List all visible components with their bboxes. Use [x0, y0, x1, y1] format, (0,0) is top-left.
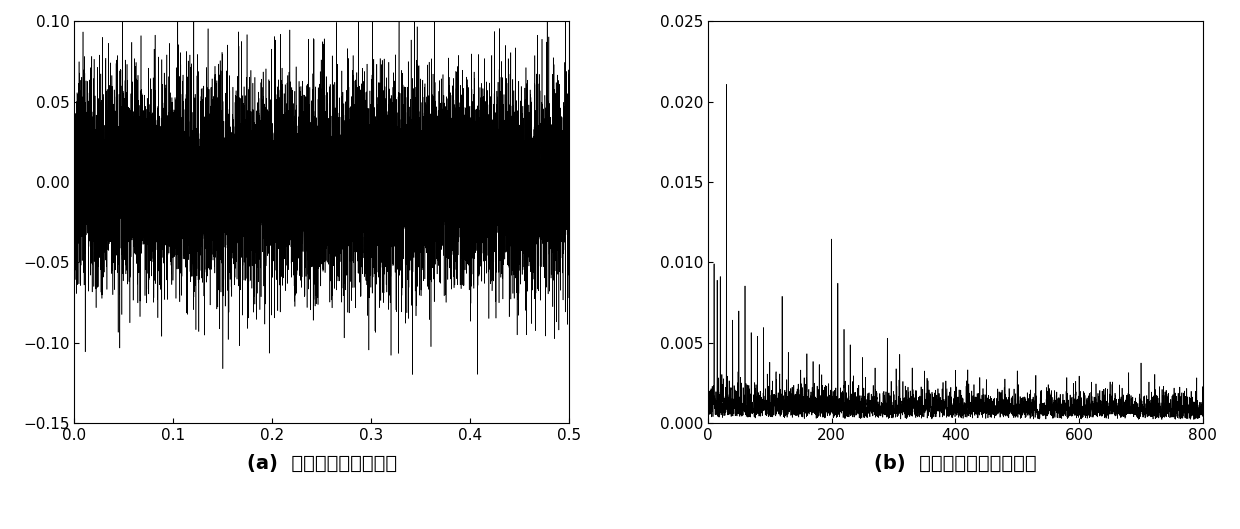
X-axis label: (b)  外圈原始信号包络谱图: (b) 外圈原始信号包络谱图 — [874, 454, 1037, 473]
X-axis label: (a)  外圈原始信号时域图: (a) 外圈原始信号时域图 — [247, 454, 397, 473]
